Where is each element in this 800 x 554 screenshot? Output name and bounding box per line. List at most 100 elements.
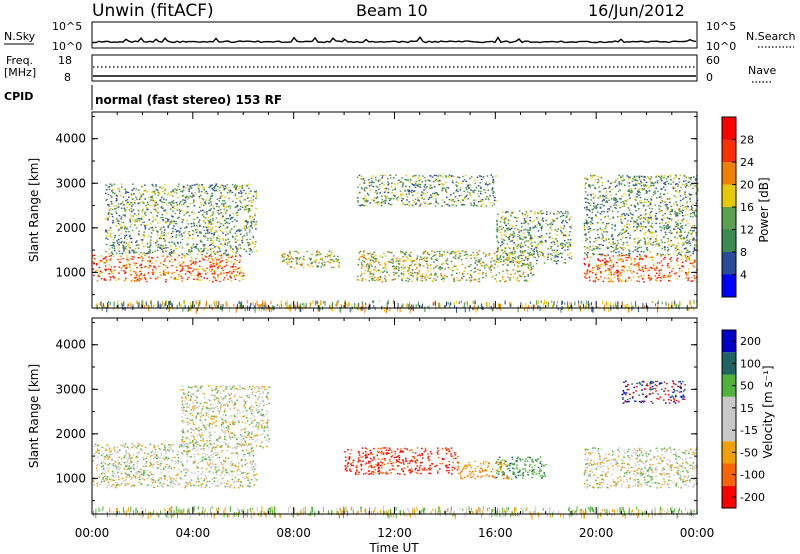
heatmap-cell	[663, 175, 666, 177]
heatmap-cell	[169, 221, 171, 223]
heatmap-cell	[324, 255, 327, 258]
heatmap-cell	[174, 212, 177, 215]
heatmap-cell	[522, 264, 524, 266]
heatmap-cell	[648, 217, 651, 220]
heatmap-cell	[128, 265, 131, 267]
heatmap-cell	[600, 229, 602, 231]
heatmap-cell	[238, 274, 240, 276]
heatmap-cell	[207, 229, 209, 231]
heatmap-cell	[583, 223, 586, 225]
heatmap-cell	[215, 217, 218, 219]
heatmap-cell	[586, 272, 588, 275]
heatmap-cell	[529, 234, 532, 236]
heatmap-cell	[164, 268, 167, 271]
heatmap-cell	[234, 225, 237, 227]
heatmap-cell	[634, 198, 636, 201]
heatmap-cell	[690, 276, 693, 279]
heatmap-cell	[404, 178, 406, 181]
heatmap-cell	[457, 182, 460, 184]
heatmap-cell	[92, 257, 95, 259]
heatmap-cell	[606, 200, 608, 202]
heatmap-cell	[609, 191, 612, 193]
heatmap-cell	[457, 250, 460, 252]
heatmap-cell	[175, 201, 178, 204]
heatmap-cell	[227, 233, 229, 235]
heatmap-cell	[693, 247, 696, 250]
heatmap-cell	[165, 272, 168, 274]
heatmap-cell	[428, 274, 431, 276]
heatmap-cell	[149, 252, 151, 254]
heatmap-cell	[174, 277, 176, 279]
heatmap-cell	[373, 277, 376, 279]
heatmap-cell	[424, 250, 427, 252]
heatmap-cell	[588, 216, 590, 219]
nsearch-tick-top: 10^5	[706, 20, 736, 33]
heatmap-cell	[615, 198, 618, 200]
heatmap-cell	[622, 259, 624, 261]
heatmap-cell	[597, 258, 599, 260]
heatmap-cell	[671, 270, 673, 272]
heatmap-cell	[182, 261, 185, 263]
heatmap-cell	[437, 180, 440, 182]
heatmap-cell	[435, 198, 437, 200]
heatmap-cell	[404, 189, 406, 192]
heatmap-cell	[320, 266, 323, 268]
heatmap-cell	[554, 260, 556, 262]
heatmap-cell	[182, 194, 184, 197]
heatmap-cell	[556, 249, 558, 252]
heatmap-cell	[137, 202, 139, 205]
heatmap-cell	[542, 212, 545, 214]
heatmap-cell	[642, 226, 644, 228]
heatmap-cell	[692, 204, 695, 206]
heatmap-cell	[389, 174, 391, 176]
heatmap-cell	[219, 280, 221, 283]
heatmap-cell	[626, 175, 629, 177]
heatmap-cell	[689, 215, 692, 218]
heatmap-cell	[685, 183, 688, 185]
heatmap-cell	[411, 280, 413, 283]
heatmap-cell	[598, 267, 601, 269]
heatmap-cell	[138, 275, 140, 277]
heatmap-cell	[374, 176, 377, 179]
heatmap-cell	[366, 200, 368, 203]
heatmap-cell	[112, 255, 115, 257]
heatmap-cell	[605, 238, 607, 240]
heatmap-cell	[424, 276, 427, 278]
heatmap-cell	[659, 269, 661, 271]
heatmap-cell	[100, 260, 102, 262]
heatmap-cell	[620, 218, 623, 220]
heatmap-cell	[201, 256, 204, 259]
heatmap-cell	[126, 257, 129, 259]
heatmap-cell	[660, 260, 663, 262]
heatmap-cell	[214, 253, 217, 255]
heatmap-cell	[661, 247, 663, 250]
heatmap-cell	[396, 196, 399, 199]
heatmap-cell	[688, 185, 690, 187]
heatmap-cell	[193, 246, 195, 248]
heatmap-cell	[314, 261, 317, 264]
heatmap-cell	[626, 213, 628, 215]
heatmap-cell	[181, 269, 183, 271]
heatmap-cell	[616, 200, 619, 203]
heatmap-cell	[200, 201, 202, 204]
heatmap-cell	[668, 221, 670, 223]
heatmap-cell	[159, 228, 162, 231]
heatmap-cell	[615, 247, 617, 249]
heatmap-cell	[229, 306, 231, 313]
heatmap-cell	[200, 231, 202, 233]
heatmap-cell	[441, 205, 443, 207]
heatmap-cell	[177, 185, 179, 188]
heatmap-cell	[131, 198, 134, 200]
heatmap-cell	[681, 261, 684, 264]
heatmap-cell	[596, 206, 598, 209]
heatmap-cell	[163, 201, 166, 204]
heatmap-cell	[309, 265, 311, 267]
heatmap-cell	[413, 175, 416, 177]
heatmap-cell	[191, 196, 194, 198]
heatmap-cell	[532, 254, 535, 256]
heatmap-cell	[316, 251, 318, 253]
heatmap-cell	[164, 265, 167, 267]
heatmap-cell	[150, 232, 153, 234]
heatmap-cell	[567, 248, 569, 251]
heatmap-cell	[105, 259, 108, 261]
